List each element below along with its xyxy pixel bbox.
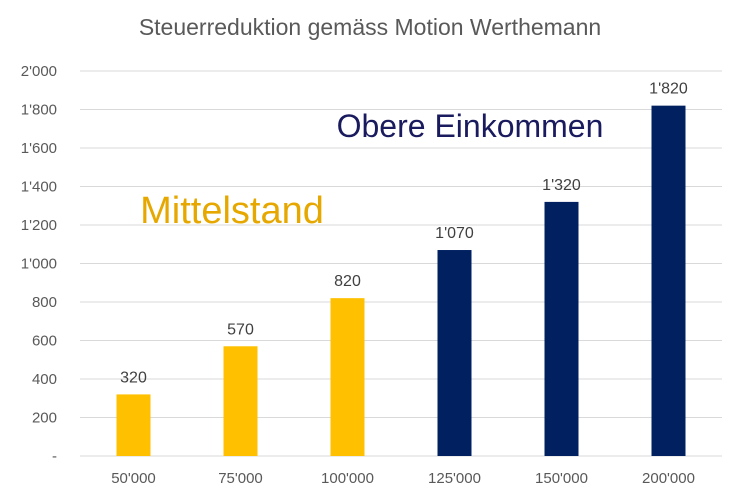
y-tick-label: 1'200 — [21, 217, 57, 234]
chart-title: Steuerreduktion gemäss Motion Werthemann — [139, 14, 601, 40]
data-labels: 320 570 820 1'070 1'320 1'820 — [120, 81, 688, 387]
y-tick-label: 2'000 — [21, 63, 57, 80]
x-tick-label: 50'000 — [111, 470, 156, 487]
data-label: 570 — [227, 321, 254, 338]
data-label: 820 — [334, 273, 361, 290]
bar — [223, 346, 258, 456]
x-tick-label: 100'000 — [321, 470, 374, 487]
y-axis-ticks: - 200 400 600 800 1'000 1'200 1'400 1'600 1'800 2'… — [21, 63, 57, 465]
bar — [544, 201, 579, 456]
y-tick-label: 1'600 — [21, 140, 57, 157]
data-label: 1'070 — [435, 225, 474, 242]
data-label: 1'820 — [649, 81, 688, 98]
x-tick-label: 200'000 — [642, 470, 695, 487]
y-tick-label: 400 — [32, 371, 57, 388]
bar — [330, 298, 365, 456]
x-tick-label: 125'000 — [428, 470, 481, 487]
bars — [116, 105, 686, 457]
bar — [437, 250, 472, 456]
y-tick-label: 1'800 — [21, 102, 57, 119]
y-tick-label: 600 — [32, 333, 57, 350]
data-label: 320 — [120, 369, 147, 386]
y-tick-label: - — [52, 448, 57, 465]
x-tick-label: 150'000 — [535, 470, 588, 487]
x-tick-label: 75'000 — [218, 470, 263, 487]
y-tick-label: 1'000 — [21, 256, 57, 273]
y-tick-label: 200 — [32, 410, 57, 427]
y-tick-label: 1'400 — [21, 179, 57, 196]
annotation-obere-einkommen: Obere Einkommen — [337, 108, 604, 144]
x-axis-ticks: 50'000 75'000 100'000 125'000 150'000 200'000 — [111, 470, 695, 487]
bar — [651, 105, 686, 457]
data-label: 1'320 — [542, 177, 581, 194]
y-tick-label: 800 — [32, 294, 57, 311]
bar — [116, 394, 151, 456]
annotation-mittelstand: Mittelstand — [140, 190, 324, 232]
gridlines — [80, 70, 722, 457]
